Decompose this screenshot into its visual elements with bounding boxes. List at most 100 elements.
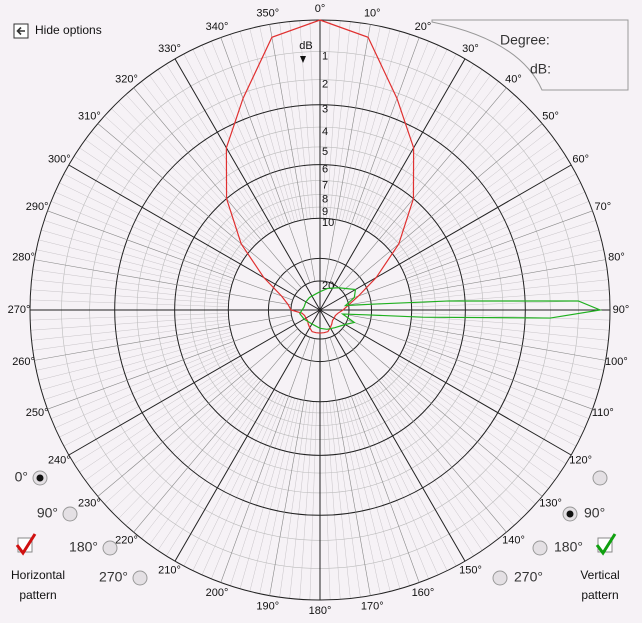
fine-spoke — [141, 382, 264, 539]
fine-spoke — [332, 22, 361, 220]
angle-label: 230° — [78, 497, 101, 509]
fine-spoke — [392, 131, 549, 254]
fine-spoke — [354, 394, 429, 579]
radio-option[interactable]: 270° — [99, 569, 148, 586]
fine-spoke — [408, 239, 602, 289]
fine-spoke — [395, 147, 561, 259]
fine-spoke — [338, 399, 381, 594]
fine-spoke — [51, 344, 236, 419]
fine-spoke — [362, 53, 457, 230]
minor-spoke — [347, 210, 593, 301]
fine-spoke — [362, 390, 457, 567]
major-spoke — [174, 309, 321, 562]
r-tick-label: 5 — [322, 146, 328, 158]
radio-option[interactable]: 180° — [532, 539, 583, 556]
r-tick-label: 4 — [322, 126, 328, 138]
fine-spoke — [400, 173, 577, 268]
minor-spoke — [329, 37, 420, 283]
readout-degree: Degree: — [500, 32, 550, 48]
fine-spoke — [411, 312, 610, 321]
minor-spoke — [342, 123, 543, 292]
angle-label: 90° — [613, 304, 630, 316]
fine-spoke — [309, 20, 318, 219]
checkbox-label: Vertical — [580, 568, 619, 582]
fine-spoke — [404, 201, 589, 276]
angle-label: 0° — [315, 3, 326, 15]
minor-spoke — [47, 210, 293, 301]
radio-option[interactable]: 180° — [69, 539, 118, 556]
angle-label: 80° — [608, 252, 625, 264]
fine-spoke — [373, 75, 491, 236]
angle-label: 280° — [12, 252, 35, 264]
fine-spoke — [30, 316, 229, 331]
radio-option[interactable]: 0° — [15, 469, 48, 486]
angle-label: 310° — [78, 110, 101, 122]
hide-options-button[interactable]: Hide options — [35, 23, 102, 37]
radio-option[interactable]: 270° — [492, 569, 543, 586]
radio-label: 270° — [514, 569, 543, 585]
radio-label: 90° — [37, 505, 58, 521]
minor-spoke — [133, 87, 302, 288]
radio-label: 180° — [69, 539, 98, 555]
radio-option[interactable]: 90° — [562, 505, 605, 522]
minor-spoke — [338, 87, 507, 288]
radio-label: 180° — [554, 539, 583, 555]
major-spoke — [319, 309, 466, 562]
angle-label: 260° — [12, 356, 35, 368]
angle-label: 70° — [595, 201, 612, 213]
angle-label: 240° — [48, 454, 71, 466]
fine-spoke — [166, 387, 272, 557]
fine-spoke — [201, 44, 283, 227]
fine-spoke — [259, 26, 302, 221]
fine-spoke — [192, 392, 281, 571]
fine-spoke — [397, 358, 567, 464]
angle-label: 140° — [502, 534, 525, 546]
angle-label: 170° — [361, 600, 384, 612]
r-tick-label: 8 — [322, 193, 328, 205]
minor-spoke — [348, 259, 606, 306]
fine-spoke — [397, 156, 567, 262]
major-spoke — [68, 309, 321, 456]
radio-label: 90° — [584, 505, 605, 521]
major-spoke — [319, 309, 572, 456]
fine-spoke — [73, 358, 243, 464]
fine-spoke — [407, 220, 596, 282]
radio-option[interactable] — [592, 470, 608, 486]
radio-button[interactable] — [132, 570, 148, 586]
r-tick-label: 2 — [322, 79, 328, 91]
radio-button[interactable] — [62, 506, 78, 522]
fine-spoke — [249, 28, 299, 222]
fine-spoke — [357, 44, 439, 227]
fine-spoke — [394, 139, 555, 257]
radio-label: 270° — [99, 569, 128, 585]
fine-spoke — [371, 385, 483, 551]
fine-spoke — [385, 373, 529, 512]
radio-option[interactable]: 90° — [37, 505, 78, 522]
fine-spoke — [104, 371, 253, 505]
radio-button[interactable] — [592, 470, 608, 486]
angle-label: 190° — [256, 600, 279, 612]
fine-spoke — [157, 385, 269, 551]
fine-spoke — [299, 401, 314, 600]
fine-spoke — [394, 363, 555, 481]
fine-spoke — [289, 21, 311, 219]
radio-button[interactable] — [532, 540, 548, 556]
angle-label: 180° — [309, 605, 332, 617]
fine-spoke — [230, 34, 292, 223]
radio-button[interactable] — [492, 570, 508, 586]
fine-spoke — [400, 352, 577, 447]
fine-spoke — [411, 319, 609, 341]
angle-label: 330° — [158, 43, 181, 55]
r-tick-label: 7 — [322, 179, 328, 191]
minor-spoke — [34, 314, 292, 361]
fine-spoke — [230, 397, 292, 586]
fine-spoke — [348, 397, 410, 586]
fine-spoke — [73, 156, 243, 262]
minor-spoke — [34, 259, 292, 306]
radio-button[interactable] — [102, 540, 118, 556]
fine-spoke — [279, 400, 308, 598]
fine-spoke — [41, 229, 232, 285]
fine-spoke — [183, 53, 278, 230]
checkbox-label: Horizontal — [11, 568, 65, 582]
